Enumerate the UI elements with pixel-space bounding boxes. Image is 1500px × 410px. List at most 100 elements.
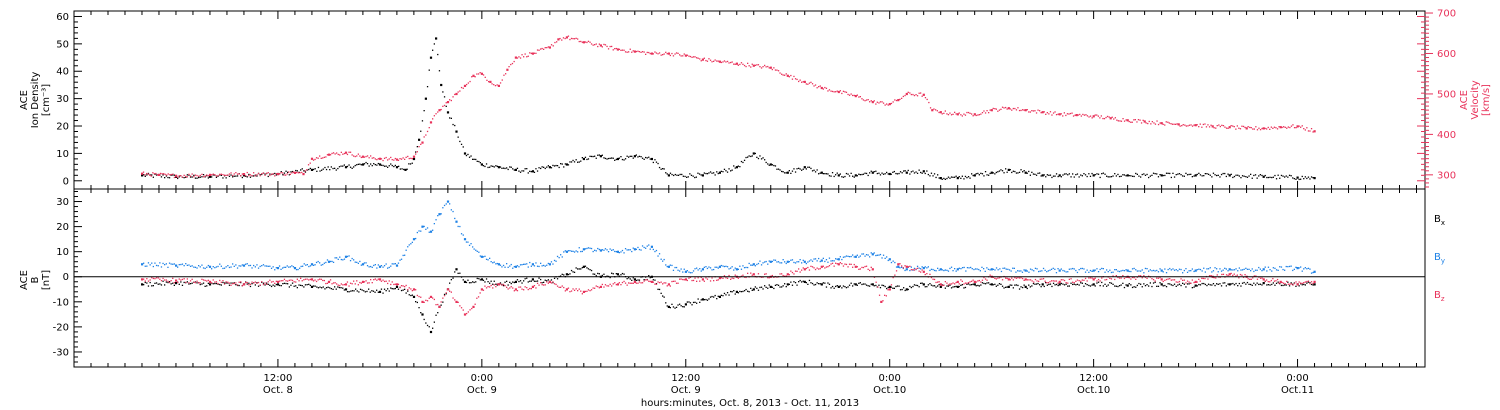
- velocity-sample: [245, 175, 247, 177]
- Bx-sample: [290, 284, 292, 286]
- density-sample: [848, 175, 851, 177]
- density-sample: [632, 157, 634, 159]
- By-sample: [493, 261, 495, 263]
- Bx-sample: [1292, 283, 1294, 285]
- velocity-sample: [1293, 127, 1296, 129]
- velocity-sample: [793, 75, 795, 78]
- Bx-sample: [364, 291, 366, 293]
- By-sample: [798, 261, 800, 263]
- Bx-sample: [1301, 284, 1303, 286]
- velocity-sample: [1199, 123, 1201, 125]
- Bz-sample: [437, 303, 439, 306]
- Bz-sample: [646, 279, 648, 281]
- Bx-sample: [246, 283, 248, 285]
- Bx-sample: [742, 290, 744, 293]
- velocity-sample: [230, 172, 232, 174]
- velocity-sample: [680, 55, 682, 57]
- By-sample: [776, 261, 778, 263]
- Bz-sample: [601, 283, 603, 286]
- Bz-sample: [912, 269, 914, 271]
- density-sample: [1151, 174, 1153, 176]
- By-sample: [586, 247, 588, 250]
- By-sample: [677, 269, 679, 271]
- By-sample: [689, 272, 692, 274]
- By-sample: [1154, 270, 1156, 272]
- density-sample: [745, 156, 747, 159]
- Bx-sample: [947, 285, 950, 287]
- Bx-sample: [233, 282, 235, 284]
- By-sample: [1026, 270, 1028, 272]
- Bx-sample: [1245, 283, 1247, 285]
- velocity-sample: [156, 174, 159, 176]
- Bz-sample: [257, 281, 260, 284]
- By-sample: [696, 267, 698, 269]
- Bz-sample: [164, 279, 166, 281]
- By-sample: [1164, 268, 1166, 270]
- velocity-sample: [850, 93, 852, 95]
- Bx-sample: [499, 282, 502, 284]
- By-sample: [371, 266, 373, 268]
- Bz-sample: [529, 287, 531, 290]
- Bz-sample: [781, 273, 783, 275]
- velocity-sample: [540, 48, 542, 50]
- velocity-sample: [1188, 124, 1191, 126]
- density-sample: [1220, 173, 1223, 176]
- By-sample: [245, 263, 247, 265]
- density-sample: [654, 159, 656, 161]
- Bz-sample: [1266, 279, 1268, 281]
- Bx-sample: [788, 283, 790, 285]
- Bx-sample: [183, 281, 185, 284]
- velocity-sample: [292, 171, 295, 173]
- density-sample: [731, 169, 733, 171]
- Bz-sample: [460, 307, 463, 309]
- Bx-sample: [816, 282, 818, 284]
- Bz-sample: [952, 282, 954, 284]
- By-sample: [484, 255, 486, 257]
- Bx-sample: [1112, 283, 1114, 285]
- Bz-sample: [978, 279, 980, 282]
- By-sample: [722, 265, 724, 267]
- Bx-point: [276, 283, 280, 286]
- Bz-sample: [831, 262, 834, 264]
- By-sample: [297, 268, 299, 271]
- velocity-sample: [405, 156, 407, 158]
- density-sample: [301, 168, 303, 170]
- Bz-sample: [354, 283, 356, 285]
- By-sample: [802, 259, 804, 261]
- density-sample: [1175, 174, 1177, 176]
- velocity-sample: [572, 38, 574, 40]
- velocity-point: [871, 101, 874, 104]
- velocity-sample: [376, 159, 378, 161]
- velocity-sample: [615, 47, 617, 50]
- density-sample: [798, 167, 800, 169]
- density-sample: [1169, 172, 1171, 175]
- Bz-sample: [186, 278, 188, 280]
- By-sample: [397, 262, 400, 264]
- velocity-sample: [595, 43, 597, 45]
- velocity-sample: [1043, 111, 1045, 113]
- By-sample: [173, 263, 175, 265]
- velocity-axis-label: ACEVelocity[km/s]: [1459, 80, 1492, 119]
- density-sample: [394, 164, 396, 167]
- Bx-sample: [523, 280, 525, 282]
- velocity-sample: [180, 175, 182, 177]
- By-sample: [1190, 270, 1192, 272]
- velocity-sample: [198, 175, 200, 177]
- Bz-point: [531, 285, 534, 288]
- Bx-sample: [669, 307, 671, 309]
- Bz-sample: [938, 281, 940, 283]
- velocity-sample: [474, 76, 476, 78]
- density-point: [667, 174, 670, 177]
- By-sample: [1301, 270, 1303, 272]
- density-sample: [493, 166, 495, 168]
- velocity-sample: [816, 87, 818, 89]
- Bx-sample: [291, 282, 294, 284]
- Bz-sample: [212, 279, 214, 281]
- By-sample: [529, 261, 531, 264]
- Bx-sample: [745, 288, 747, 291]
- b-axis-label-line: B: [30, 276, 41, 283]
- Bz-sample: [1164, 279, 1166, 281]
- Bx-sample: [1096, 282, 1098, 284]
- Bx-sample: [865, 284, 868, 286]
- By-sample: [512, 267, 514, 269]
